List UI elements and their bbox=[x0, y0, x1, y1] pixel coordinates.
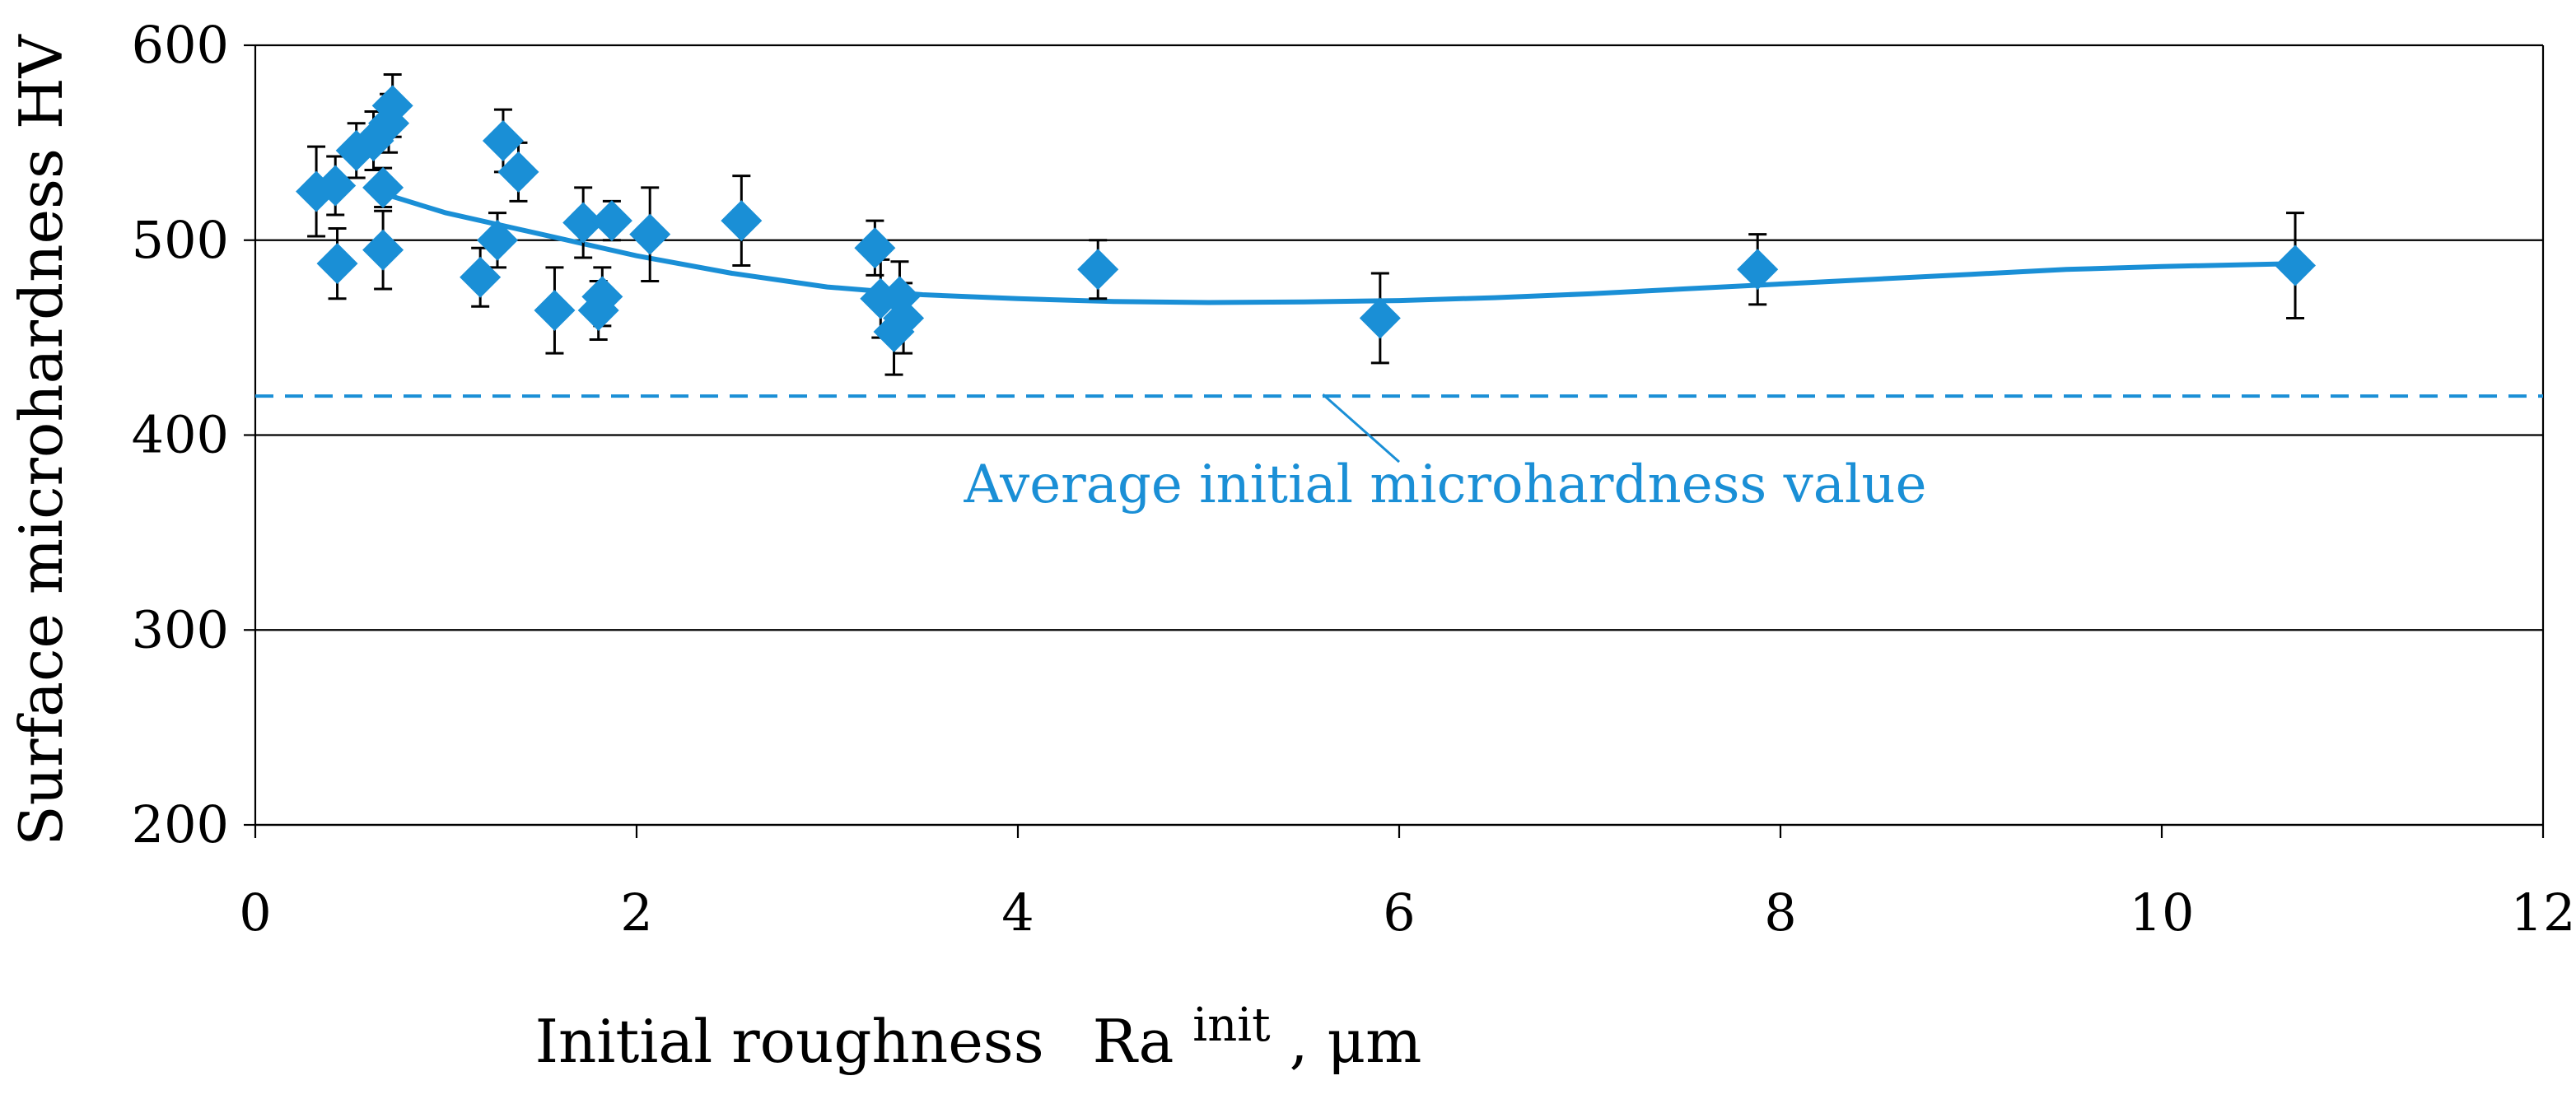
data-point bbox=[629, 213, 671, 255]
x-tick-label: 12 bbox=[2511, 882, 2576, 943]
x-tick-label: 2 bbox=[620, 882, 652, 943]
data-point bbox=[721, 200, 763, 242]
data-point bbox=[482, 120, 524, 162]
data-point bbox=[362, 229, 404, 271]
reference-line-group bbox=[255, 393, 2543, 463]
x-axis-title: Initial roughness Ra init , μm bbox=[535, 985, 1422, 1076]
x-tick-label: 0 bbox=[239, 882, 271, 943]
x-tick-label: 6 bbox=[1383, 882, 1415, 943]
data-point bbox=[1359, 297, 1401, 339]
data-point bbox=[477, 219, 519, 261]
data-point bbox=[534, 289, 576, 331]
x-axis-title-superscript: init bbox=[1192, 999, 1271, 1052]
trend-line bbox=[388, 193, 2296, 305]
axes bbox=[244, 44, 2545, 838]
reference-leader-line bbox=[1322, 393, 1400, 463]
data-points bbox=[296, 85, 2317, 353]
data-point bbox=[854, 227, 896, 269]
x-tick-label: 8 bbox=[1764, 882, 1796, 943]
data-point bbox=[2275, 244, 2317, 286]
y-axis-title: Surface microhardness HV bbox=[7, 33, 76, 845]
x-tick-label: 4 bbox=[1001, 882, 1034, 943]
y-tick-label: 300 bbox=[132, 599, 229, 659]
y-tick-label: 400 bbox=[132, 405, 229, 465]
reference-line-label: Average initial microhardness value bbox=[964, 454, 1927, 515]
data-point bbox=[883, 297, 925, 339]
y-tick-label: 200 bbox=[132, 794, 229, 855]
data-point bbox=[316, 243, 358, 285]
y-tick-label: 500 bbox=[132, 210, 229, 270]
data-point bbox=[362, 166, 404, 208]
data-point bbox=[371, 85, 413, 127]
data-point bbox=[497, 151, 539, 193]
tick-labels: 200 300 400 500 600 0 2 4 6 8 10 12 bbox=[132, 15, 2576, 943]
data-point bbox=[1737, 249, 1779, 291]
x-axis-title-symbol: Ra bbox=[1093, 1007, 1174, 1076]
trend-line-group bbox=[388, 193, 2296, 305]
data-point bbox=[581, 276, 623, 318]
x-tick-label: 10 bbox=[2130, 882, 2195, 943]
data-point bbox=[590, 200, 632, 242]
x-axis-title-unit: , μm bbox=[1290, 1007, 1422, 1076]
data-point bbox=[1077, 249, 1119, 291]
gridlines bbox=[255, 44, 2543, 827]
data-point bbox=[562, 202, 604, 244]
data-point bbox=[460, 256, 502, 298]
y-tick-label: 600 bbox=[132, 15, 229, 75]
x-axis-title-main: Initial roughness bbox=[535, 1007, 1044, 1076]
data-point bbox=[315, 165, 357, 207]
